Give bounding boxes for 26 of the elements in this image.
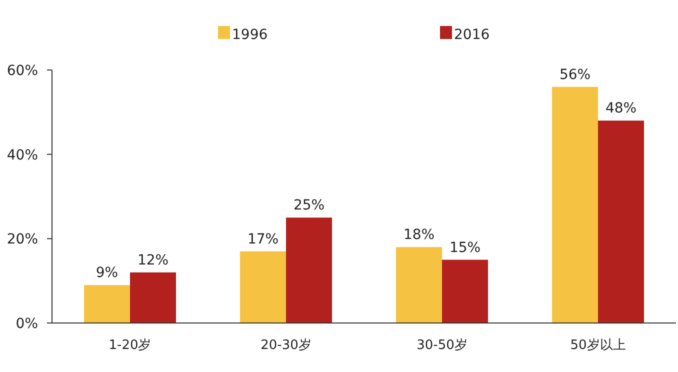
- x-tick-label: 50岁以上: [570, 338, 626, 353]
- data-label: 9%: [96, 265, 118, 282]
- data-label: 17%: [247, 231, 279, 248]
- data-label: 48%: [605, 100, 637, 117]
- x-tick-label: 30-50岁: [416, 338, 468, 353]
- data-label: 12%: [137, 252, 169, 268]
- y-tick-label: 20%: [6, 232, 38, 248]
- bar: [396, 247, 442, 323]
- legend-label: 2016: [454, 27, 490, 43]
- data-label: 15%: [449, 240, 481, 256]
- bar: [598, 120, 644, 323]
- y-tick-label: 60%: [6, 63, 38, 79]
- y-tick-label: 0%: [16, 316, 38, 332]
- x-tick-label: 20-30岁: [260, 338, 312, 353]
- data-label: 56%: [559, 66, 591, 83]
- bar: [552, 86, 598, 323]
- bar: [240, 251, 286, 323]
- bar: [442, 260, 488, 323]
- bar: [286, 218, 332, 323]
- data-label: 25%: [293, 198, 325, 214]
- x-tick-label: 1-20岁: [108, 338, 152, 353]
- y-tick-label: 40%: [6, 147, 38, 164]
- legend-label: 1996: [232, 27, 268, 43]
- data-label: 18%: [403, 227, 435, 244]
- bar: [130, 272, 176, 323]
- bar: [84, 285, 130, 323]
